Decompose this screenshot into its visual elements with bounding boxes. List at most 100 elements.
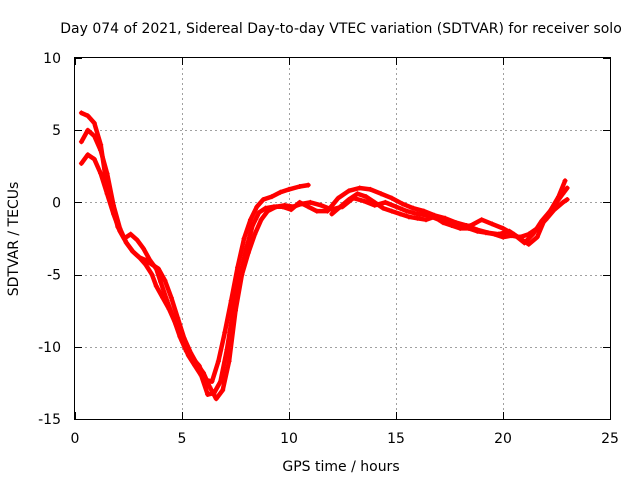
y-tick-label: 5 <box>52 123 61 139</box>
data-point-marker <box>526 241 532 247</box>
series-trace-4 <box>329 191 570 240</box>
data-point-marker <box>404 208 410 214</box>
data-point-marker <box>414 211 420 217</box>
data-point-marker <box>453 220 459 226</box>
axis-ticks: 0 5 10 15 20 25 -15 -10 -5 0 5 10 <box>38 51 619 447</box>
data-point-marker <box>104 191 110 197</box>
data-point-marker <box>346 197 352 203</box>
data-point-marker <box>423 217 429 223</box>
data-point-marker <box>243 246 249 252</box>
data-point-marker <box>241 236 247 241</box>
data-point-marker <box>224 347 230 353</box>
y-tick-label: 0 <box>52 195 61 211</box>
data-point-marker <box>98 147 104 153</box>
data-point-marker <box>155 266 161 272</box>
data-point-marker <box>256 210 262 216</box>
data-point-marker <box>517 234 523 240</box>
data-point-marker <box>91 133 97 139</box>
data-point-marker <box>500 225 506 231</box>
chart-title: Day 074 of 2021, Sidereal Day-to-day VTE… <box>60 21 622 37</box>
data-point-marker <box>209 378 215 384</box>
data-point-marker <box>153 283 159 289</box>
data-point-marker <box>288 207 294 213</box>
data-point-marker <box>78 139 84 145</box>
x-tick-label: 25 <box>601 431 619 447</box>
data-point-marker <box>457 225 463 231</box>
data-point-marker <box>149 261 155 267</box>
data-point-marker <box>85 127 91 133</box>
data-point-marker <box>560 191 566 197</box>
data-point-marker <box>389 208 395 214</box>
data-point-marker <box>442 215 448 221</box>
data-point-marker <box>354 191 360 197</box>
data-point-marker <box>399 201 405 207</box>
data-point-marker <box>305 204 311 210</box>
data-point-marker <box>414 215 420 221</box>
y-axis-label: SDTVAR / TECUs <box>6 182 22 297</box>
data-point-marker <box>483 230 489 236</box>
plot-frame <box>74 57 611 420</box>
data-point-marker <box>91 120 97 126</box>
data-point-marker <box>491 231 497 237</box>
data-point-marker <box>560 199 566 205</box>
data-point-marker <box>179 338 185 344</box>
data-point-marker <box>564 185 570 191</box>
data-point-marker <box>78 110 84 116</box>
data-point-marker <box>280 204 286 210</box>
data-point-marker <box>222 329 228 335</box>
x-tick-label: 10 <box>280 431 298 447</box>
data-points <box>78 110 570 402</box>
data-point-marker <box>297 184 303 190</box>
data-point-marker <box>526 231 532 237</box>
data-point-marker <box>562 178 568 184</box>
data-point-marker <box>143 261 149 267</box>
data-point-marker <box>534 225 540 231</box>
x-tick-label: 5 <box>178 431 187 447</box>
data-point-marker <box>252 231 258 237</box>
data-point-marker <box>335 195 341 201</box>
data-point-marker <box>85 152 91 158</box>
data-point-marker <box>432 214 438 220</box>
y-tick-label: -10 <box>38 340 61 356</box>
data-point-marker <box>474 228 480 234</box>
data-point-marker <box>489 221 495 227</box>
data-point-marker <box>337 204 343 210</box>
data-point-marker <box>117 228 123 234</box>
data-point-marker <box>185 352 191 358</box>
data-point-marker <box>260 197 266 203</box>
x-tick-label: 0 <box>71 431 80 447</box>
data-point-marker <box>215 358 221 364</box>
data-point-marker <box>314 208 320 214</box>
data-point-marker <box>254 204 260 210</box>
data-point-marker <box>85 113 91 119</box>
data-point-marker <box>211 390 217 396</box>
data-point-marker <box>168 295 174 301</box>
y-tick-label: 10 <box>43 51 61 67</box>
data-point-marker <box>237 274 243 280</box>
data-point-marker <box>258 217 264 223</box>
data-point-marker <box>173 321 179 327</box>
data-point-marker <box>479 217 485 223</box>
data-point-marker <box>134 237 140 243</box>
data-point-marker <box>78 160 84 166</box>
x-axis-label: GPS time / hours <box>282 459 399 475</box>
data-point-marker <box>158 279 164 285</box>
data-point-marker <box>166 306 172 312</box>
data-point-marker <box>372 199 378 205</box>
data-point-marker <box>551 207 557 213</box>
y-tick-label: -15 <box>38 412 61 428</box>
data-point-marker <box>247 217 253 223</box>
data-point-marker <box>449 223 455 229</box>
data-point-marker <box>357 185 363 191</box>
data-point-marker <box>262 205 268 211</box>
y-tick-label: -5 <box>47 268 61 284</box>
data-point-marker <box>207 384 213 390</box>
data-point-marker <box>406 214 412 220</box>
data-point-marker <box>271 204 277 210</box>
data-point-marker <box>367 186 373 192</box>
data-point-marker <box>235 264 241 270</box>
data-point-marker <box>149 272 155 278</box>
data-point-marker <box>277 189 283 195</box>
